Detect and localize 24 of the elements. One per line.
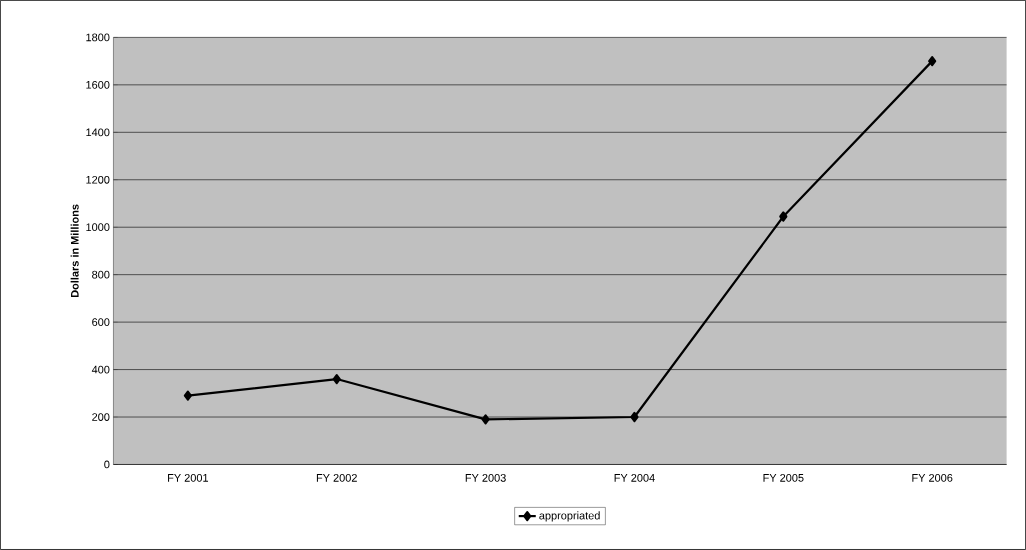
- point: [481, 414, 490, 425]
- point: [779, 211, 788, 222]
- x-tick-label: FY 2002: [316, 474, 357, 482]
- y-tick-label: 1000: [86, 223, 110, 232]
- y-axis-title: Dollars in Millions: [70, 204, 79, 298]
- y-tick-label: 1200: [86, 175, 110, 184]
- point: [928, 56, 937, 67]
- y-tick-label: 1600: [86, 81, 110, 89]
- y-tick-label: 200: [92, 413, 110, 421]
- x-tick-label: FY 2003: [465, 474, 506, 482]
- point: [630, 411, 639, 423]
- x-tick-label: FY 2004: [614, 474, 655, 482]
- y-tick-label: 0: [104, 460, 110, 469]
- legend-label: appropriated: [539, 511, 600, 522]
- y-tick-label: 1800: [86, 33, 110, 42]
- y-tick-label: 600: [92, 318, 110, 327]
- y-tick-label: 800: [92, 270, 110, 279]
- y-tick-label: 400: [91, 365, 110, 374]
- y-tick-label: 1400: [86, 128, 110, 137]
- x-tick-label: FY 2006: [912, 474, 953, 482]
- point: [332, 374, 341, 385]
- point: [183, 390, 192, 401]
- x-tick-label: FY 2005: [763, 474, 804, 482]
- x-tick-label: FY 2001: [168, 474, 209, 482]
